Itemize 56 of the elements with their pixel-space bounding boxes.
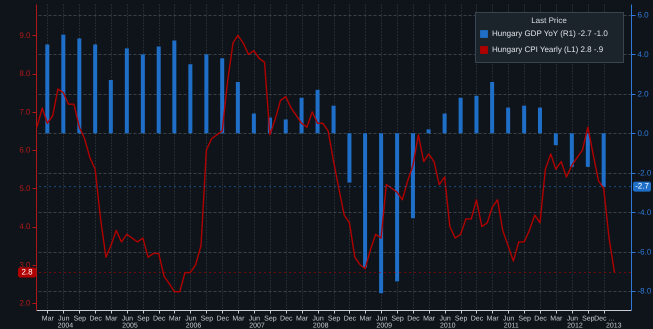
ref-line-label: -2.7 <box>635 182 650 191</box>
bar <box>379 133 384 294</box>
bar <box>538 108 542 134</box>
y2-tick-label: -8.0 <box>638 286 652 296</box>
y-tick-label: 6.0 <box>19 146 32 155</box>
y2-tick-label: -2.0 <box>638 168 652 178</box>
bar <box>554 133 558 146</box>
bar <box>220 58 224 134</box>
bar <box>347 133 352 183</box>
bar <box>140 54 145 134</box>
y-tick-label: 9.0 <box>19 30 32 40</box>
bar <box>124 48 129 134</box>
bar <box>570 133 574 167</box>
bar <box>252 114 256 134</box>
bar <box>363 133 368 268</box>
bar <box>332 106 336 134</box>
bar <box>204 54 208 134</box>
bar <box>236 82 240 134</box>
y2-tick-label: -6.0 <box>638 247 652 256</box>
bar <box>442 114 447 134</box>
y-tick-label: 2.0 <box>19 298 32 308</box>
bar <box>490 82 494 134</box>
y-tick-label: 4.0 <box>19 222 32 232</box>
y-tick-label: 5.0 <box>19 184 32 193</box>
bar <box>108 80 113 134</box>
bar <box>61 34 66 134</box>
y2-tick-label: -4.0 <box>638 208 652 217</box>
ref-line-label: 2.8 <box>21 268 34 277</box>
bar <box>300 98 304 134</box>
y2-tick-label: 0.0 <box>638 128 650 138</box>
bar <box>426 129 431 134</box>
legend-label: Hungary GDP YoY (R1) -2.7 -1.0 <box>492 29 608 38</box>
y-tick-label: 3.0 <box>19 260 32 270</box>
y-tick-label: 7.0 <box>19 107 32 116</box>
bar <box>474 96 478 134</box>
bar <box>586 133 590 167</box>
legend-label: Hungary CPI Yearly (L1) 2.8 -.9 <box>492 45 604 54</box>
y2-tick-label: 2.0 <box>638 89 650 98</box>
y2-tick-label: 4.0 <box>638 50 650 59</box>
bar <box>156 46 161 134</box>
bar <box>522 106 526 134</box>
bar <box>93 44 98 134</box>
bar <box>602 133 606 187</box>
bar <box>395 133 400 282</box>
legend-title: Last Price <box>531 16 568 25</box>
bar <box>284 119 288 134</box>
y2-tick-label: 6.0 <box>638 10 650 20</box>
y-tick-label: 8.0 <box>19 69 32 78</box>
bar <box>410 133 415 218</box>
bar <box>506 108 510 134</box>
bar <box>172 40 176 134</box>
bar <box>77 38 82 134</box>
bar <box>188 64 192 134</box>
bar <box>458 98 463 134</box>
bar <box>45 44 50 134</box>
bar <box>316 90 320 134</box>
